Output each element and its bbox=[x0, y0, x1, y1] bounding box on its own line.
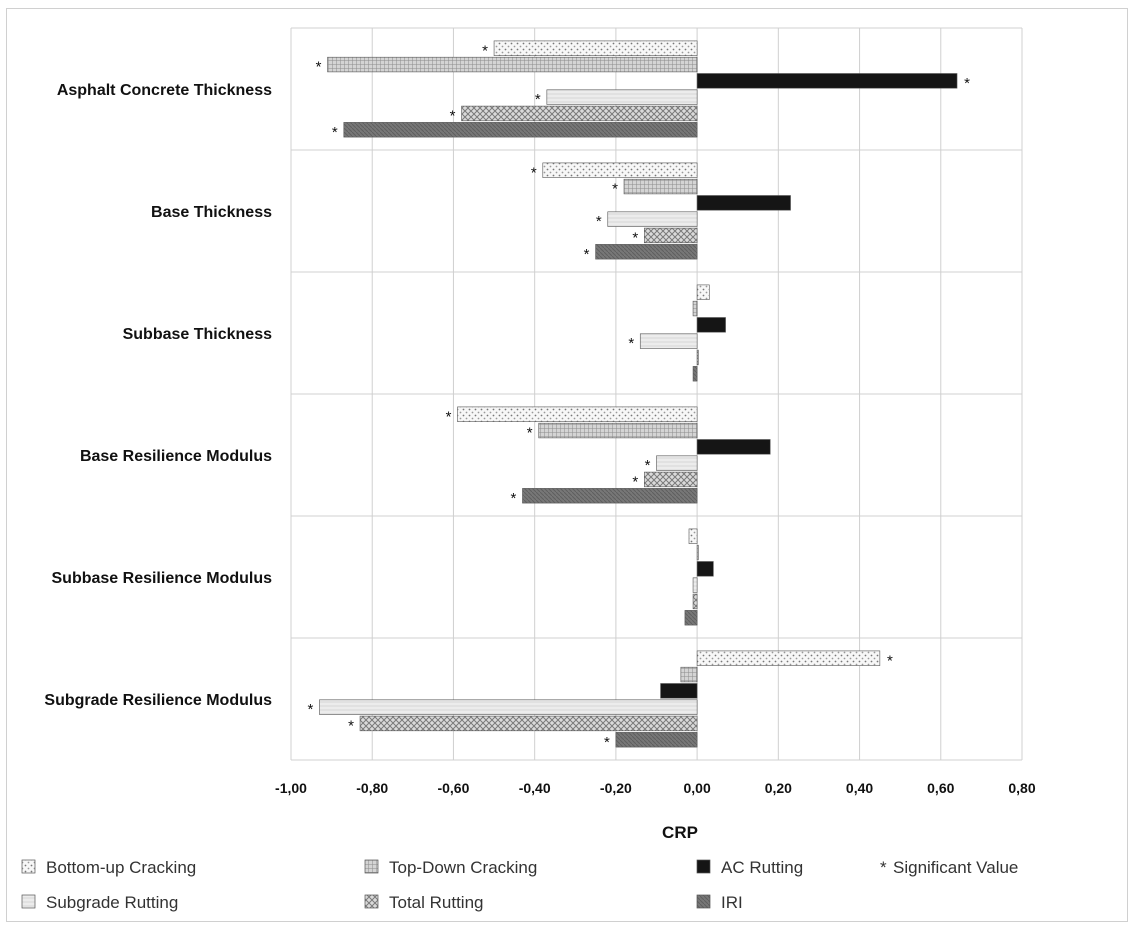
bar-top-down-cracking bbox=[327, 56, 698, 73]
bar-ac-rutting bbox=[660, 683, 698, 699]
legend-swatch bbox=[21, 859, 36, 874]
x-tick-label: 0,40 bbox=[846, 780, 873, 796]
x-tick-label: 0,80 bbox=[1008, 780, 1035, 796]
bar-top-down-cracking bbox=[623, 178, 698, 195]
significance-marker: * bbox=[535, 91, 541, 108]
legend-significance-label: Significant Value bbox=[893, 858, 1018, 877]
legend-label: Total Rutting bbox=[389, 893, 484, 912]
x-tick-label: -1,00 bbox=[275, 780, 307, 796]
significance-marker: * bbox=[482, 42, 488, 59]
category-label: Asphalt Concrete Thickness bbox=[57, 82, 272, 99]
bar-total-rutting bbox=[692, 593, 698, 610]
legend-swatch bbox=[696, 894, 711, 909]
bar-total-rutting bbox=[696, 349, 699, 366]
bar-ac-rutting bbox=[696, 561, 714, 577]
significance-marker: * bbox=[511, 490, 517, 507]
legend-label: AC Rutting bbox=[721, 858, 803, 877]
significance-marker: * bbox=[596, 213, 602, 230]
legend-significance-marker: * bbox=[880, 858, 887, 877]
x-tick-label: -0,20 bbox=[600, 780, 632, 796]
bar-subgrade-rutting bbox=[319, 699, 698, 715]
category-label: Subbase Thickness bbox=[123, 326, 272, 343]
gridlines bbox=[290, 27, 1023, 761]
legend: Bottom-up Cracking Top-Down Cracking AC Ru… bbox=[21, 858, 1018, 912]
bar-ac-rutting bbox=[696, 195, 791, 211]
legend-swatch bbox=[696, 859, 711, 874]
bar-iri bbox=[684, 610, 698, 626]
bar-iri bbox=[692, 366, 698, 382]
x-tick-label: 0,20 bbox=[765, 780, 792, 796]
category-label: Subgrade Resilience Modulus bbox=[44, 692, 272, 709]
significance-marker: * bbox=[604, 734, 610, 751]
bar-subgrade-rutting bbox=[639, 333, 698, 349]
legend-swatch bbox=[21, 894, 36, 909]
bar-subgrade-rutting bbox=[607, 211, 698, 227]
bar-top-down-cracking bbox=[538, 422, 698, 439]
bar-top-down-cracking bbox=[696, 544, 699, 561]
bar-iri bbox=[615, 732, 698, 748]
category-labels: Asphalt Concrete Thickness Base Thickness… bbox=[44, 82, 272, 709]
significance-marker: * bbox=[450, 107, 456, 124]
x-tick-label: 0,60 bbox=[927, 780, 954, 796]
significance-marker: * bbox=[531, 164, 537, 181]
category-label: Subbase Resilience Modulus bbox=[52, 570, 273, 587]
significance-marker: * bbox=[446, 408, 452, 425]
bar-iri bbox=[343, 122, 698, 138]
x-tick-label: 0,00 bbox=[683, 780, 710, 796]
bar-ac-rutting bbox=[696, 73, 958, 89]
significance-marker: * bbox=[632, 229, 638, 246]
bar-bottom-up-cracking bbox=[696, 284, 710, 300]
x-tick-labels: -1,00 -0,80 -0,60 -0,40 -0,20 0,00 0,20 0,40 0,6… bbox=[275, 780, 1036, 796]
x-tick-label: -0,60 bbox=[437, 780, 469, 796]
bar-top-down-cracking bbox=[680, 666, 698, 683]
x-tick-label: -0,80 bbox=[356, 780, 388, 796]
bar-subgrade-rutting bbox=[546, 89, 698, 105]
significance-marker: * bbox=[887, 652, 893, 669]
legend-label: Subgrade Rutting bbox=[46, 893, 178, 912]
significance-marker: * bbox=[527, 425, 533, 442]
legend-label: Bottom-up Cracking bbox=[46, 858, 196, 877]
bar-bottom-up-cracking bbox=[457, 406, 698, 422]
bar-bottom-up-cracking bbox=[696, 650, 881, 666]
bar-ac-rutting bbox=[696, 317, 726, 333]
legend-swatch bbox=[364, 859, 379, 874]
significance-marker: * bbox=[628, 335, 634, 352]
x-tick-label: -0,40 bbox=[519, 780, 551, 796]
bar-bottom-up-cracking bbox=[493, 40, 698, 56]
bar-subgrade-rutting bbox=[692, 577, 698, 593]
significance-marker: * bbox=[964, 75, 970, 92]
category-label: Base Resilience Modulus bbox=[80, 448, 272, 465]
bar-top-down-cracking bbox=[692, 300, 698, 317]
legend-swatch bbox=[364, 894, 379, 909]
significance-marker: * bbox=[316, 59, 322, 76]
bar-bottom-up-cracking bbox=[542, 162, 698, 178]
legend-label: Top-Down Cracking bbox=[389, 858, 537, 877]
significance-marker: * bbox=[632, 473, 638, 490]
bar-iri bbox=[595, 244, 698, 260]
legend-label: IRI bbox=[721, 893, 743, 912]
bar-iri bbox=[522, 488, 698, 504]
significance-marker: * bbox=[645, 457, 651, 474]
significance-marker: * bbox=[308, 701, 314, 718]
significance-marker: * bbox=[332, 124, 338, 141]
bar-ac-rutting bbox=[696, 439, 771, 455]
bar-total-rutting bbox=[644, 227, 698, 244]
significance-marker: * bbox=[584, 246, 590, 263]
bar-bottom-up-cracking bbox=[688, 528, 698, 544]
category-label: Base Thickness bbox=[151, 204, 272, 221]
bar-total-rutting bbox=[644, 471, 698, 488]
x-axis-title: CRP bbox=[662, 823, 698, 842]
significance-marker: * bbox=[348, 717, 354, 734]
bars: * * * * * * * * * * * * * * * * * * * * * bbox=[308, 40, 970, 751]
bar-subgrade-rutting bbox=[656, 455, 698, 471]
bar-total-rutting bbox=[359, 715, 698, 732]
bar-total-rutting bbox=[461, 105, 698, 122]
significance-marker: * bbox=[612, 181, 618, 198]
